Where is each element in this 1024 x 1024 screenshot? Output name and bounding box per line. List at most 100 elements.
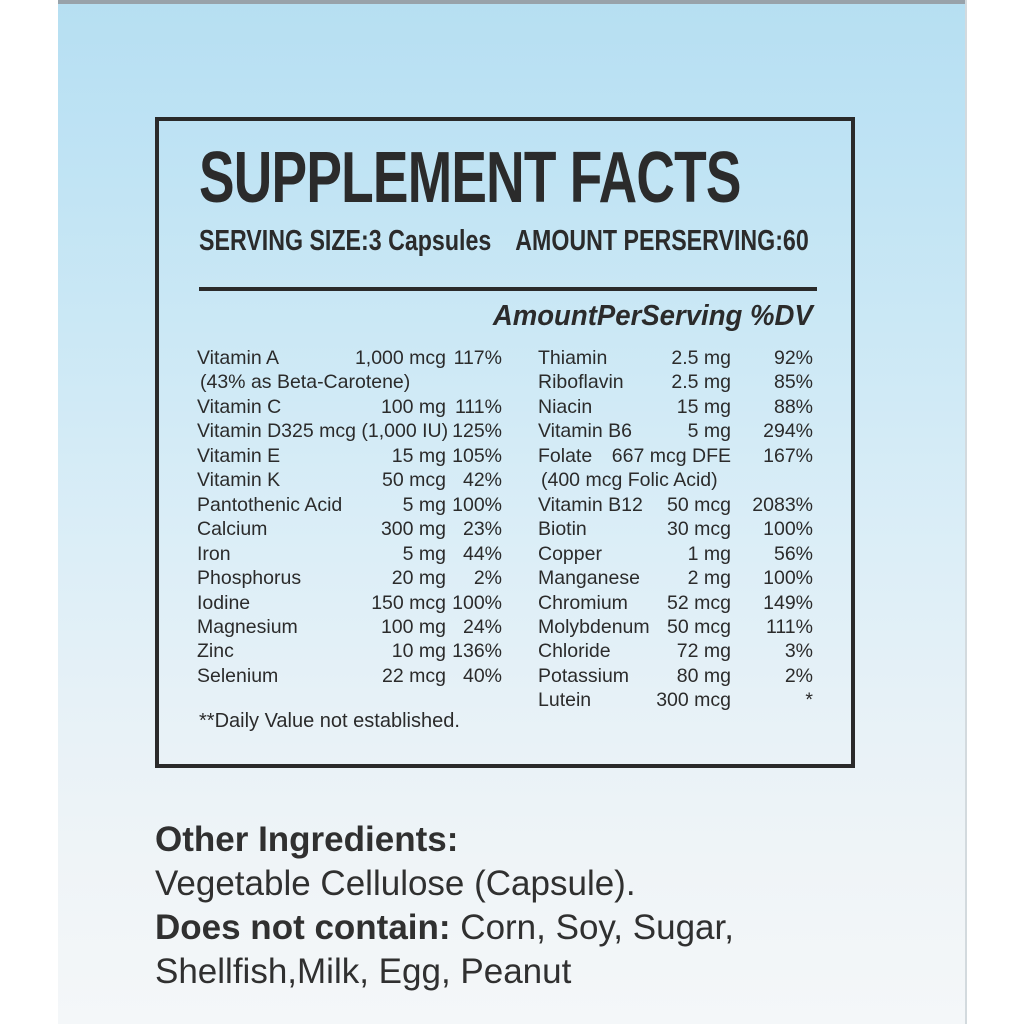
nutrient-dv bbox=[731, 468, 813, 492]
nutrient-amount: 20 mg bbox=[391, 567, 446, 590]
nutrient-row: Thiamin 2.5 mg 92% bbox=[538, 346, 813, 370]
nutrient-dv: * bbox=[805, 689, 813, 712]
nutrient-name: Vitamin A bbox=[197, 347, 280, 369]
nutrient-row: Pantothenic Acid 5 mg 100% bbox=[197, 493, 502, 517]
nutrient-amount: 5 mg bbox=[687, 420, 731, 443]
nutrient-row: Vitamin A 1,000 mcg 117% bbox=[197, 346, 502, 370]
nutrient-dv: 100% bbox=[763, 518, 813, 541]
amount-per-serving-text: AMOUNT PERSERVING:60 bbox=[515, 225, 809, 257]
nutrient-dv: 92% bbox=[773, 347, 813, 369]
nutrient-dv: 2% bbox=[784, 664, 813, 687]
nutrient-amount: 100 mg bbox=[380, 395, 446, 418]
nutrient-name: Potassium bbox=[538, 664, 630, 687]
nutrient-dv: 136% bbox=[452, 640, 502, 663]
nutrient-row: Molybdenum 50 mcg 111% bbox=[538, 615, 813, 639]
nutrient-dv: 100% bbox=[452, 591, 502, 614]
nutrient-name: Vitamin E bbox=[197, 444, 281, 467]
nutrient-row: Iodine 150 mcg 100% bbox=[197, 591, 502, 615]
nutrient-row: Lutein 300 mcg * bbox=[538, 688, 813, 712]
nutrient-name: Phosphorus bbox=[197, 567, 302, 590]
nutrient-amount: 80 mg bbox=[676, 664, 731, 687]
nutrient-name: Copper bbox=[538, 542, 602, 565]
nutrient-table: Vitamin A 1,000 mcg 117% (43% as Beta-Carot… bbox=[197, 346, 813, 713]
other-ingredients-section: Other Ingredients: Vegetable Cellulose (… bbox=[155, 818, 734, 994]
nutrient-amount: 50 mcg bbox=[667, 615, 731, 638]
nutrient-dv: 111% bbox=[766, 615, 813, 638]
does-not-contain-items-continued: Shellfish,Milk, Egg, Peanut bbox=[155, 952, 572, 991]
nutrient-amount: 5 mg bbox=[402, 493, 446, 516]
nutrient-dv: 88% bbox=[773, 395, 813, 418]
nutrient-dv: 2083% bbox=[752, 493, 813, 516]
nutrient-name: Chromium bbox=[538, 591, 628, 614]
nutrient-row: Folate 667 mcg DFE 167% bbox=[538, 444, 813, 468]
does-not-contain-label: Does not contain: bbox=[155, 908, 451, 947]
nutrient-name: Vitamin B12 bbox=[538, 493, 643, 516]
facts-title: SUPPLEMENT FACTS bbox=[199, 138, 741, 218]
nutrient-amount: 150 mcg bbox=[371, 591, 446, 614]
nutrient-name: Lutein bbox=[538, 689, 592, 712]
nutrient-name: Molybdenum bbox=[538, 615, 650, 638]
nutrient-name: Calcium bbox=[197, 518, 268, 541]
supplement-facts-box: SUPPLEMENT FACTS SERVING SIZE:3 Capsules… bbox=[155, 117, 855, 768]
nutrient-amount: 25 mcg (1,000 IU) bbox=[292, 420, 449, 443]
nutrient-dv: 85% bbox=[773, 371, 813, 394]
nutrient-name: Vitamin D3 bbox=[197, 420, 293, 443]
nutrient-name: Manganese bbox=[538, 567, 640, 590]
nutrient-name: Magnesium bbox=[197, 615, 298, 638]
nutrient-dv: 117% bbox=[453, 347, 502, 369]
does-not-contain-items: Corn, Soy, Sugar, bbox=[450, 908, 734, 947]
nutrient-dv: 111% bbox=[455, 395, 502, 418]
nutrient-name: Vitamin K bbox=[197, 469, 281, 492]
nutrient-row: Riboflavin 2.5 mg 85% bbox=[538, 370, 813, 394]
nutrient-name: Folate bbox=[538, 444, 593, 467]
nutrient-name: Riboflavin bbox=[538, 371, 624, 394]
nutrient-row: Magnesium 100 mg 24% bbox=[197, 615, 502, 639]
nutrient-row: Vitamin C 100 mg 111% bbox=[197, 395, 502, 419]
nutrient-amount: 5 mg bbox=[402, 542, 446, 565]
serving-info-line: SERVING SIZE:3 Capsules AMOUNT PERSERVIN… bbox=[199, 227, 809, 256]
nutrient-dv: 149% bbox=[763, 591, 813, 614]
nutrient-amount: 2.5 mg bbox=[671, 371, 731, 394]
nutrient-row: Chloride 72 mg 3% bbox=[538, 639, 813, 663]
other-ingredients-heading: Other Ingredients: bbox=[155, 820, 459, 859]
nutrient-dv: 56% bbox=[773, 542, 813, 565]
nutrient-dv: 100% bbox=[763, 567, 813, 590]
nutrient-amount: 2 mg bbox=[687, 567, 731, 590]
header-divider-rule bbox=[199, 287, 817, 291]
nutrient-name: Selenium bbox=[197, 664, 279, 687]
nutrient-row: Chromium 52 mcg 149% bbox=[538, 591, 813, 615]
serving-size-text: SERVING SIZE:3 Capsules bbox=[199, 225, 492, 257]
nutrient-name: Biotin bbox=[538, 518, 587, 541]
nutrient-amount: 15 mg bbox=[676, 395, 731, 418]
nutrient-dv: 23% bbox=[462, 518, 502, 541]
nutrient-name: (43% as Beta-Carotene) bbox=[200, 371, 411, 394]
nutrient-name: Vitamin C bbox=[197, 395, 282, 418]
nutrient-row: Zinc 10 mg 136% bbox=[197, 639, 502, 663]
nutrient-row: Vitamin E 15 mg 105% bbox=[197, 444, 502, 468]
nutrient-note-row: (400 mcg Folic Acid) bbox=[538, 468, 813, 492]
nutrient-name: Iodine bbox=[197, 591, 251, 614]
nutrient-dv: 167% bbox=[763, 444, 813, 467]
nutrient-dv: 44% bbox=[462, 542, 502, 565]
nutrient-amount: 100 mg bbox=[380, 615, 446, 638]
nutrient-column-left: Vitamin A 1,000 mcg 117% (43% as Beta-Carot… bbox=[197, 346, 502, 713]
nutrient-dv: 24% bbox=[462, 615, 502, 638]
nutrient-name: (400 mcg Folic Acid) bbox=[541, 469, 718, 492]
top-edge-line bbox=[58, 0, 965, 4]
nutrient-row: Vitamin D3 25 mcg (1,000 IU) 125% bbox=[197, 419, 502, 443]
nutrient-row: Iron 5 mg 44% bbox=[197, 542, 502, 566]
nutrient-dv: 42% bbox=[462, 469, 502, 492]
nutrient-amount: 1,000 mcg bbox=[354, 347, 446, 369]
nutrient-amount: 22 mcg bbox=[382, 664, 446, 687]
nutrient-amount: 50 mcg bbox=[667, 493, 731, 516]
nutrient-dv: 125% bbox=[452, 420, 502, 443]
nutrient-row: Vitamin B6 5 mg 294% bbox=[538, 419, 813, 443]
nutrient-amount: 667 mcg DFE bbox=[611, 444, 731, 467]
nutrient-amount: 52 mcg bbox=[667, 591, 731, 614]
nutrient-amount: 15 mg bbox=[391, 444, 446, 467]
nutrient-name: Chloride bbox=[538, 640, 611, 663]
nutrient-dv: 294% bbox=[763, 420, 813, 443]
nutrient-row: Niacin 15 mg 88% bbox=[538, 395, 813, 419]
nutrient-dv: 100% bbox=[452, 493, 502, 516]
